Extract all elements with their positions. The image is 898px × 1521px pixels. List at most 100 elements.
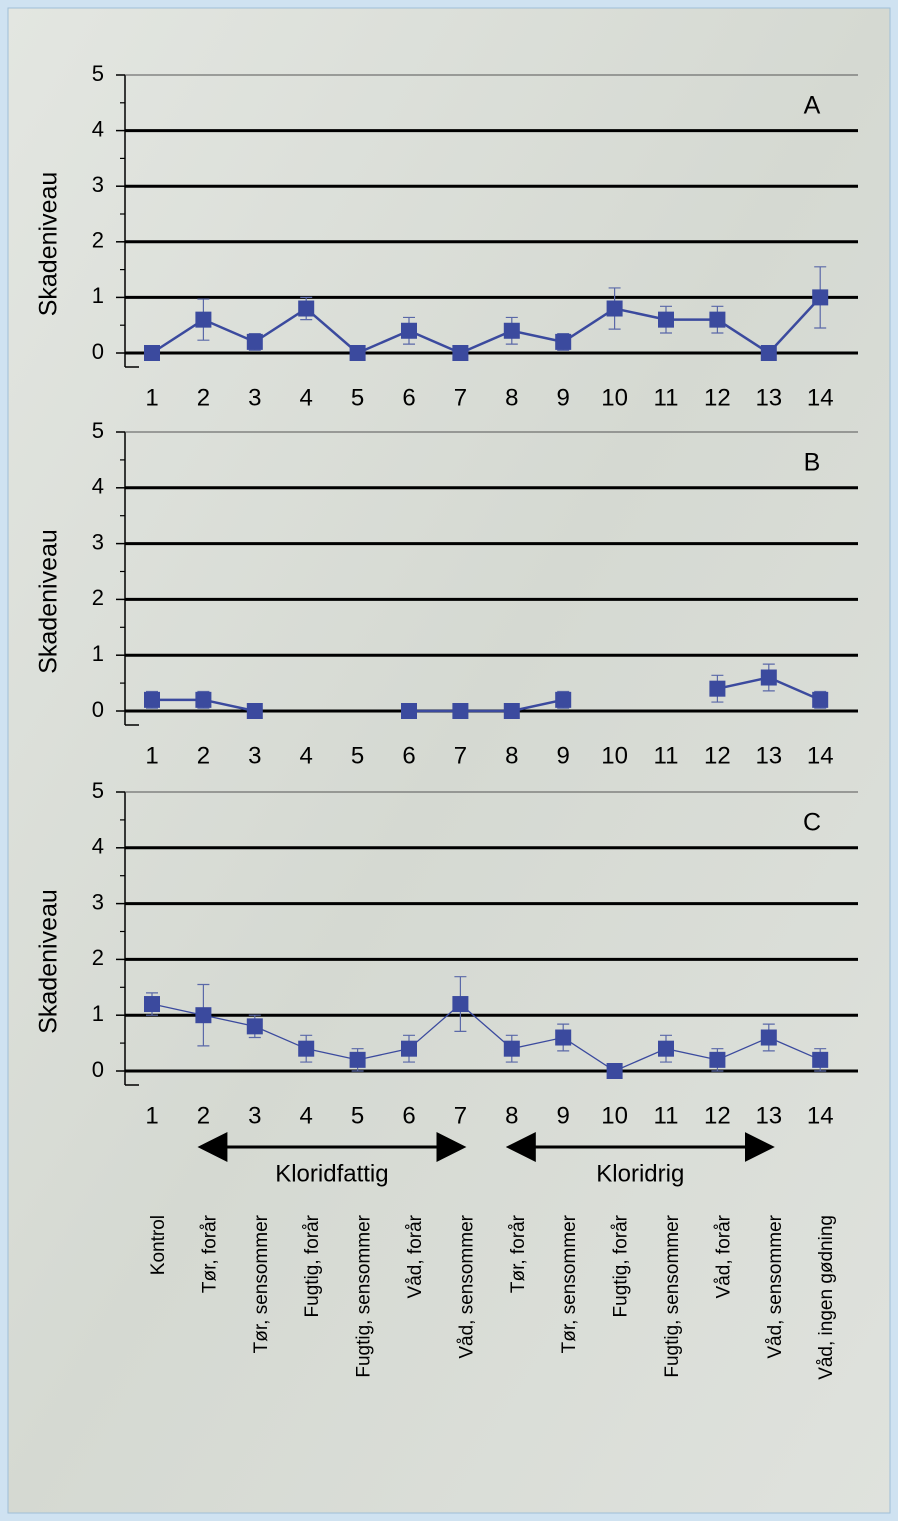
panel-label: B [804,449,821,477]
y-tick-label: 0 [92,697,104,722]
marker [555,333,572,350]
y-tick-label: 1 [92,283,104,308]
x-tick-label: 3 [248,1102,261,1129]
y-tick-label: 2 [92,945,104,970]
marker [555,1029,572,1046]
x-tick-label: 5 [351,384,364,411]
marker [195,311,212,328]
marker [349,345,366,361]
marker [144,691,160,708]
x-tick-label: 3 [248,742,261,769]
x-tick-label: 6 [402,1102,415,1129]
marker [606,300,623,317]
y-axis-label: Skadeniveau [35,889,63,1034]
x-tick-label: 8 [505,384,518,411]
y-tick-label: 4 [92,474,104,499]
x-tick-label: 1 [145,1102,158,1129]
y-tick-label: 2 [92,228,104,253]
x-tick-label: 11 [654,384,679,411]
x-tick-label: 12 [704,1102,731,1129]
group-label: Kloridfattig [275,1160,388,1187]
y-tick-label: 0 [92,339,104,364]
series-line [151,296,822,355]
marker [401,703,417,719]
x-tick-label: 13 [755,1102,782,1129]
x-tick-label: 3 [248,384,261,411]
x-tick-label: 9 [557,384,570,411]
marker [195,1007,212,1024]
y-tick-label: 3 [92,529,104,554]
x-tick-label: 11 [654,1102,679,1129]
y-tick-label: 1 [92,1001,104,1026]
y-tick-label: 3 [92,889,104,914]
x-tick-label: 14 [807,384,834,411]
marker [452,703,469,719]
marker [555,691,572,708]
y-tick-label: 1 [92,641,104,666]
x-tick-label: 7 [454,742,467,769]
x-tick-label: 4 [300,384,313,411]
x-tick-label: 5 [351,1102,364,1129]
marker [812,289,829,306]
x-tick-label: 6 [402,742,415,769]
x-tick-label: 13 [755,384,782,411]
y-axis-label: Skadeniveau [35,529,63,674]
category-description: Våd, sensommer [765,1214,786,1358]
group-label: Kloridrig [596,1160,684,1187]
category-description: Våd, forår [405,1214,426,1298]
x-tick-label: 2 [197,1102,210,1129]
marker [144,996,160,1013]
x-tick-label: 8 [505,1102,518,1129]
marker [503,1040,520,1057]
marker [246,333,263,350]
y-tick-label: 5 [92,418,104,443]
y-tick-label: 5 [92,778,104,803]
category-description: Tør, sensommer [559,1214,580,1353]
x-tick-label: 8 [505,742,518,769]
x-tick-label: 2 [197,384,210,411]
x-tick-label: 9 [557,742,570,769]
x-tick-label: 12 [704,742,731,769]
category-description: Våd, forår [713,1214,734,1298]
y-tick-label: 0 [92,1057,104,1082]
marker [812,1051,829,1068]
x-tick-label: 4 [300,1102,313,1129]
x-tick-label: 5 [351,742,364,769]
x-tick-label: 7 [454,384,467,411]
category-description: Fugtig, sensommer [662,1214,683,1377]
marker [298,300,315,317]
marker [709,1051,726,1068]
y-tick-label: 5 [92,61,104,86]
x-tick-label: 9 [557,1102,570,1129]
category-description: Fugtig, forår [611,1214,632,1317]
x-tick-label: 14 [807,1102,834,1129]
marker [709,311,726,328]
category-description: Fugtig, sensommer [354,1214,375,1377]
x-tick-label: 4 [300,742,313,769]
y-tick-label: 2 [92,585,104,610]
marker [401,1040,417,1057]
x-tick-label: 10 [601,384,628,411]
marker [760,345,777,361]
x-tick-label: 1 [145,384,158,411]
marker [452,345,469,361]
category-description: Tør, forår [508,1214,529,1293]
marker [298,1040,315,1057]
series-line [151,1003,821,1072]
x-tick-label: 12 [704,384,731,411]
category-description: Våd, ingen gødning [816,1215,837,1380]
panel-label: A [804,92,821,120]
marker [606,1063,623,1079]
x-tick-label: 11 [654,742,679,769]
category-description: Kontrol [148,1215,169,1275]
marker [658,311,674,328]
background [7,7,891,1514]
x-tick-label: 6 [402,384,415,411]
marker [195,691,212,708]
marker [812,691,829,708]
x-tick-label: 1 [145,742,158,769]
marker [401,322,417,339]
y-axis-label: Skadeniveau [35,172,63,317]
